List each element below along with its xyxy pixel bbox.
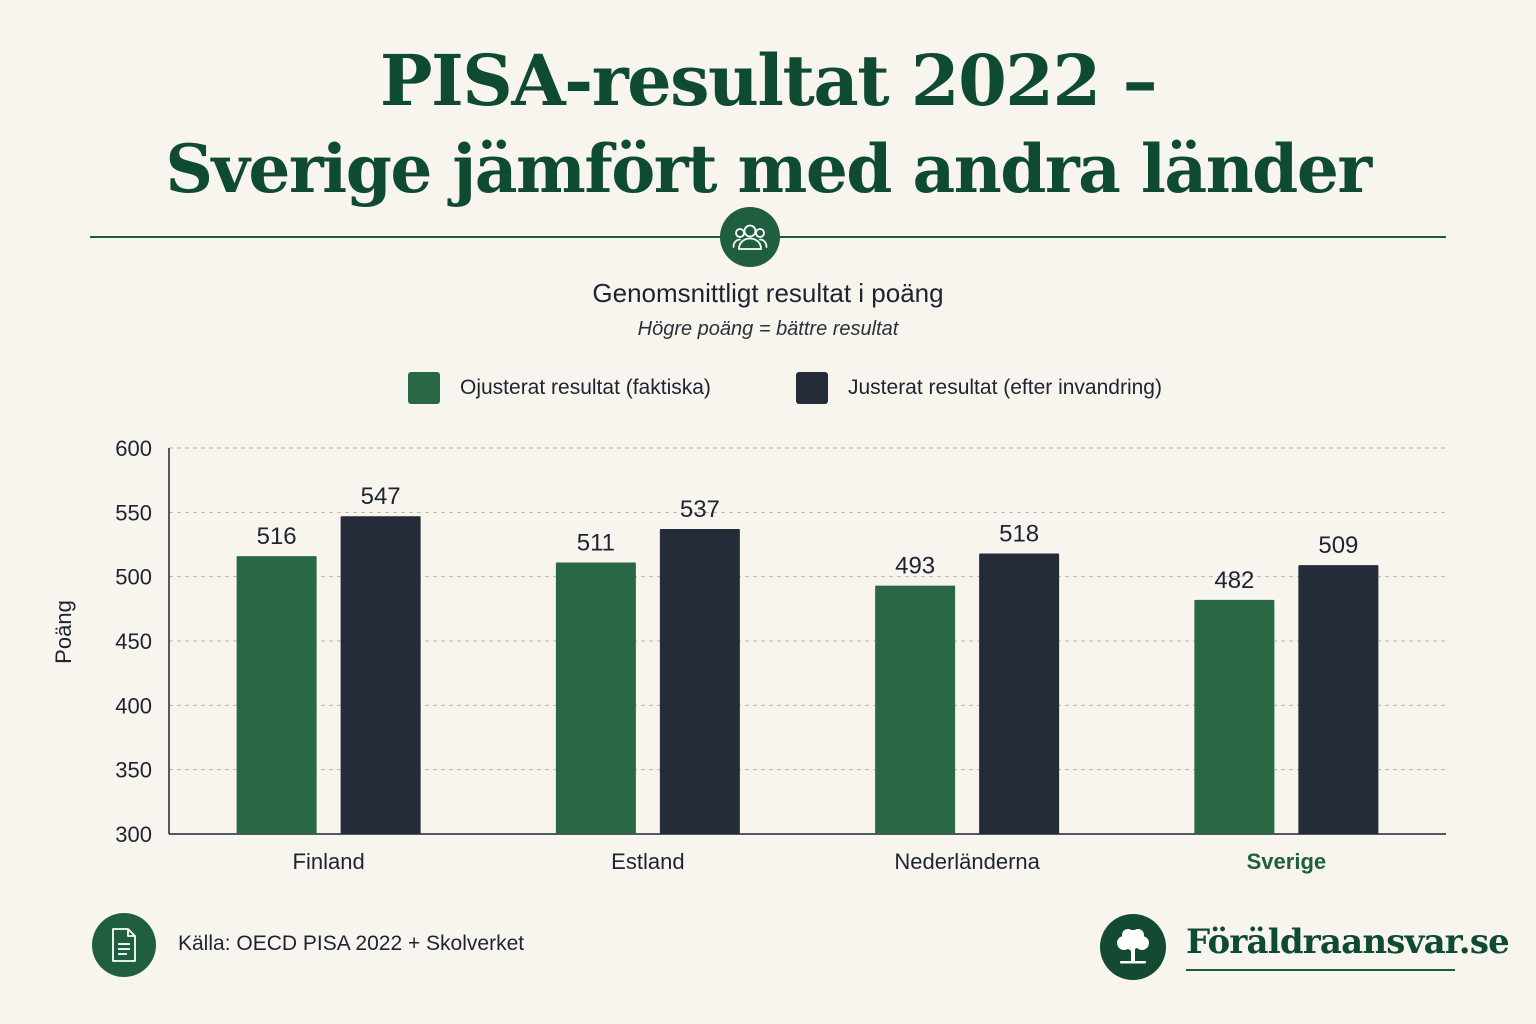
y-tick-label: 500 xyxy=(115,565,152,590)
data-label: 509 xyxy=(1318,532,1358,559)
bar-sverige-unadjusted xyxy=(1194,599,1275,834)
title-line-1: PISA-resultat 2022 – xyxy=(379,39,1158,122)
data-label: 511 xyxy=(577,530,615,557)
bar-nederländerna-adjusted xyxy=(979,553,1060,834)
y-tick-label: 450 xyxy=(115,629,152,654)
brand-underline xyxy=(1186,969,1455,971)
x-tick-label: Finland xyxy=(293,849,365,874)
data-label: 547 xyxy=(361,483,401,510)
legend-swatch-unadjusted xyxy=(408,372,440,404)
brand-link[interactable]: Föräldraansvar.se xyxy=(1186,922,1510,962)
y-tick-label: 600 xyxy=(115,436,152,461)
bar-finland-adjusted xyxy=(340,516,421,834)
data-label: 482 xyxy=(1214,567,1254,594)
source-text: Källa: OECD PISA 2022 + Skolverket xyxy=(178,932,525,955)
legend-label-unadjusted: Ojusterat resultat (faktiska) xyxy=(460,376,711,399)
data-label: 493 xyxy=(895,553,935,580)
title-line-2: Sverige jämfört med andra länder xyxy=(165,130,1372,208)
y-tick-label: 400 xyxy=(115,693,152,718)
x-tick-label: Estland xyxy=(611,849,684,874)
data-label: 537 xyxy=(680,496,720,523)
y-tick-label: 300 xyxy=(115,822,152,847)
y-axis-label: Poäng xyxy=(51,600,76,664)
bar-nederländerna-unadjusted xyxy=(875,585,956,834)
y-tick-label: 550 xyxy=(115,500,152,525)
bar-estland-adjusted xyxy=(659,529,740,834)
legend-label-adjusted: Justerat resultat (efter invandring) xyxy=(848,376,1162,399)
chart-note: Högre poäng = bättre resultat xyxy=(637,318,899,340)
tree-icon xyxy=(1100,914,1166,980)
data-label: 518 xyxy=(999,521,1039,548)
y-tick-label: 350 xyxy=(115,758,152,783)
x-tick-label: Sverige xyxy=(1247,849,1327,874)
divider-right xyxy=(778,236,1446,238)
legend-item-adjusted: Justerat resultat (efter invandring) xyxy=(796,372,1162,404)
divider-left xyxy=(90,236,722,238)
document-icon xyxy=(92,913,156,977)
bar-finland-unadjusted xyxy=(236,556,317,834)
x-tick-label: Nederländerna xyxy=(894,849,1040,874)
legend-swatch-adjusted xyxy=(796,372,828,404)
bar-estland-unadjusted xyxy=(555,562,636,834)
people-icon xyxy=(720,207,780,267)
data-label: 516 xyxy=(257,523,297,550)
legend-item-unadjusted: Ojusterat resultat (faktiska) xyxy=(408,372,711,404)
chart-subtitle: Genomsnittligt resultat i poäng xyxy=(592,278,944,308)
bar-sverige-adjusted xyxy=(1298,565,1379,834)
